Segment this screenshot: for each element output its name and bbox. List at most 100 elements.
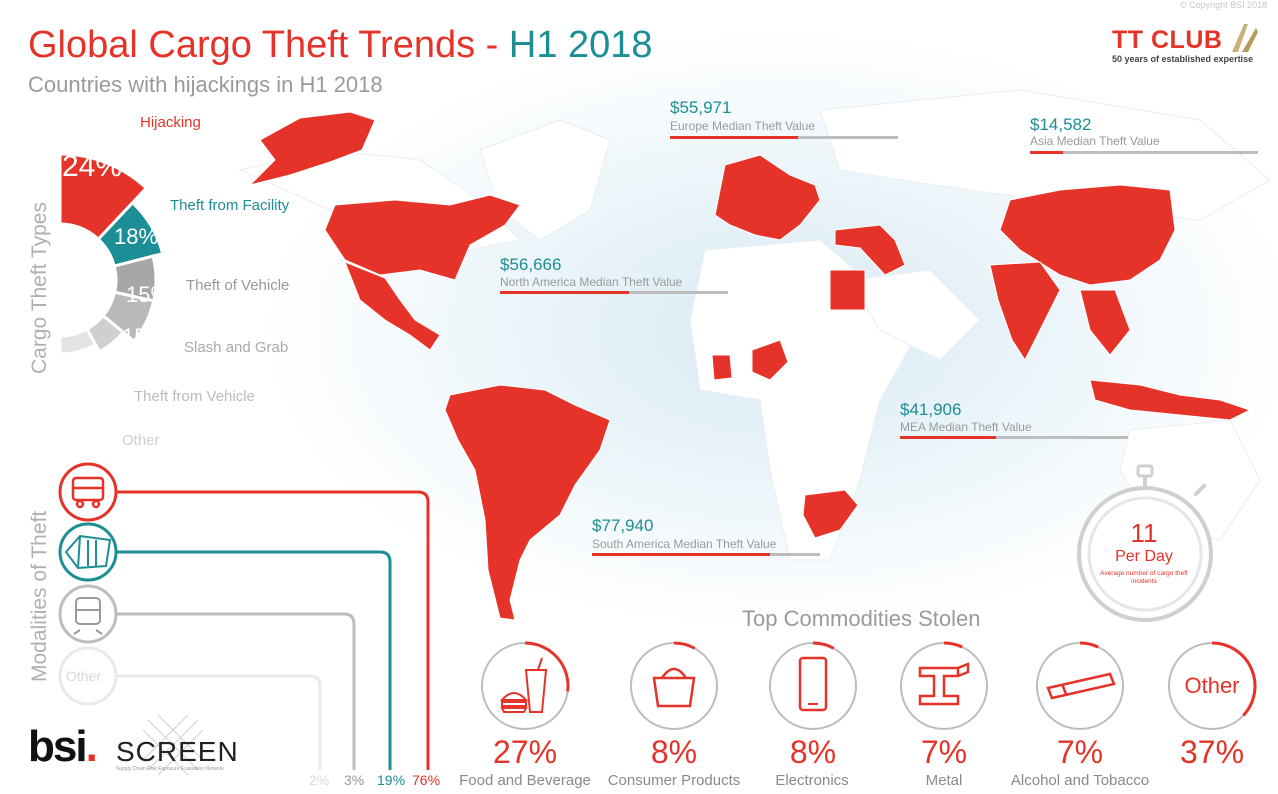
europe-bar [670,136,898,139]
label-theft-of-vehicle: Theft of Vehicle [186,277,290,294]
map-alaska [248,111,376,186]
pct-theft-from-facility: 18% [114,224,159,249]
map-nigeria [751,339,789,381]
commodity-name-alcohol: Alcohol and Tobacco [1010,772,1150,789]
bsi-logo: bsi. [28,722,98,772]
food-beverage-icon [499,657,548,713]
map-indonesia [1089,379,1252,421]
page-subtitle: Countries with hijackings in H1 2018 [28,72,383,97]
commodity-name-other-text: Other [1184,673,1240,698]
modality-pct-road: 76% [412,772,441,788]
south-america-caption: South America Median Theft Value [592,537,777,551]
map-europe [714,154,821,241]
south-america-value: $77,940 [592,516,654,535]
map-mexico [344,261,441,351]
asia-bar [1030,151,1258,154]
train-icon [58,584,118,644]
smartphone-icon [798,656,828,712]
map-south-america [444,384,611,621]
commodity-arc-4 [1079,641,1099,649]
modality-pct-rail: 3% [344,772,365,788]
map-se-asia [1079,289,1131,356]
metal-beam-icon [918,662,970,706]
label-theft-from-vehicle: Theft from Vehicle [134,388,255,405]
mea-bar-fill [900,436,996,439]
europe-value: $55,971 [670,98,732,117]
type-slice-hijacking [58,152,149,242]
map-south-africa [802,489,859,539]
pct-other-type: 16% [60,402,105,427]
label-theft-from-facility: Theft from Facility [170,197,290,214]
map-usa [324,194,521,281]
cigarette-icon [1046,672,1116,700]
map-india [989,261,1061,362]
asia-bar-fill [1030,151,1064,154]
commodity-pct-electronics: 8% [789,734,837,770]
type-slice-other [58,327,98,356]
label-other-type: Other [122,432,160,449]
commodity-pct-metal: 7% [920,734,968,770]
north-america-bar [500,291,728,294]
commodity-arc-0 [524,641,570,692]
page-title: Global Cargo Theft Trends - H1 2018 [28,24,653,67]
commodity-name-metal: Metal [925,772,963,789]
map-china [999,184,1176,286]
mea-value: $41,906 [900,400,962,419]
map-egypt [829,269,866,311]
commodity-pct-consumer: 8% [650,734,698,770]
handbag-icon [652,667,696,708]
ttclub-tagline: 50 years of established expertise [1112,54,1254,64]
asia-value: $14,582 [1030,115,1092,134]
commodity-name-electronics: Electronics [775,772,849,789]
other-modality-icon [58,646,118,706]
north-america-caption: North America Median Theft Value [500,275,683,289]
map-ghana [711,354,733,381]
europe-bar-fill [670,136,798,139]
asia-caption: Asia Median Theft Value [1030,134,1160,148]
commodity-arc-2 [812,641,835,650]
pct-theft-of-vehicle: 15% [126,282,171,307]
ttclub-logo-mark [1232,24,1258,52]
stopwatch-icon [1077,464,1213,622]
modality-other-label: Other [66,668,102,684]
pct-theft-from-vehicle: 12% [98,362,129,379]
pct-slash-and-grab: 15% [122,324,167,349]
commodity-name-food: Food and Beverage [459,772,591,789]
screen-tagline: Supply Chain Risk Exposure Evaluation Ne… [116,766,224,772]
modality-pct-facility: 19% [377,772,406,788]
per-day-unit: Per Day [1115,548,1173,565]
commodity-arc-5 [1211,641,1257,717]
screen-logo: SCREEN [116,736,239,767]
bsi-logo-dot: . [85,722,98,771]
commodity-arc-1 [673,641,696,650]
title-main: Global Cargo Theft Trends [28,24,476,66]
north-america-value: $56,666 [500,255,562,274]
bsi-logo-text: bsi [28,722,88,771]
south-america-bar-fill [592,553,770,556]
label-slash-and-grab: Slash and Grab [184,339,289,356]
label-hijacking: Hijacking [140,114,201,131]
commodity-name-consumer: Consumer Products [607,772,741,789]
cargo-theft-types-chart [58,152,165,356]
pct-hijacking: 24% [62,150,123,183]
south-america-bar [592,553,820,556]
screen-logo-mark [142,714,204,776]
commodity-pct-alcohol: 7% [1056,734,1104,770]
mea-caption: MEA Median Theft Value [900,420,1032,434]
commodity-pct-food: 27% [492,734,558,770]
modality-pct-other: 2% [309,772,330,788]
per-day-number: 11 [1130,518,1158,548]
per-day-description: Average number of cargo theft incidents [1100,570,1188,585]
mea-bar [900,436,1128,439]
ttclub-logo: TT CLUB [1112,26,1223,54]
commodity-pct-other: 37% [1179,734,1245,770]
copyright-text: © Copyright BSI 2018 [1180,0,1268,10]
europe-caption: Europe Median Theft Value [670,119,815,133]
commodity-arc-3 [943,641,963,649]
map-turkey [834,224,906,276]
title-separator: - [475,24,509,66]
title-period: H1 2018 [508,24,653,66]
